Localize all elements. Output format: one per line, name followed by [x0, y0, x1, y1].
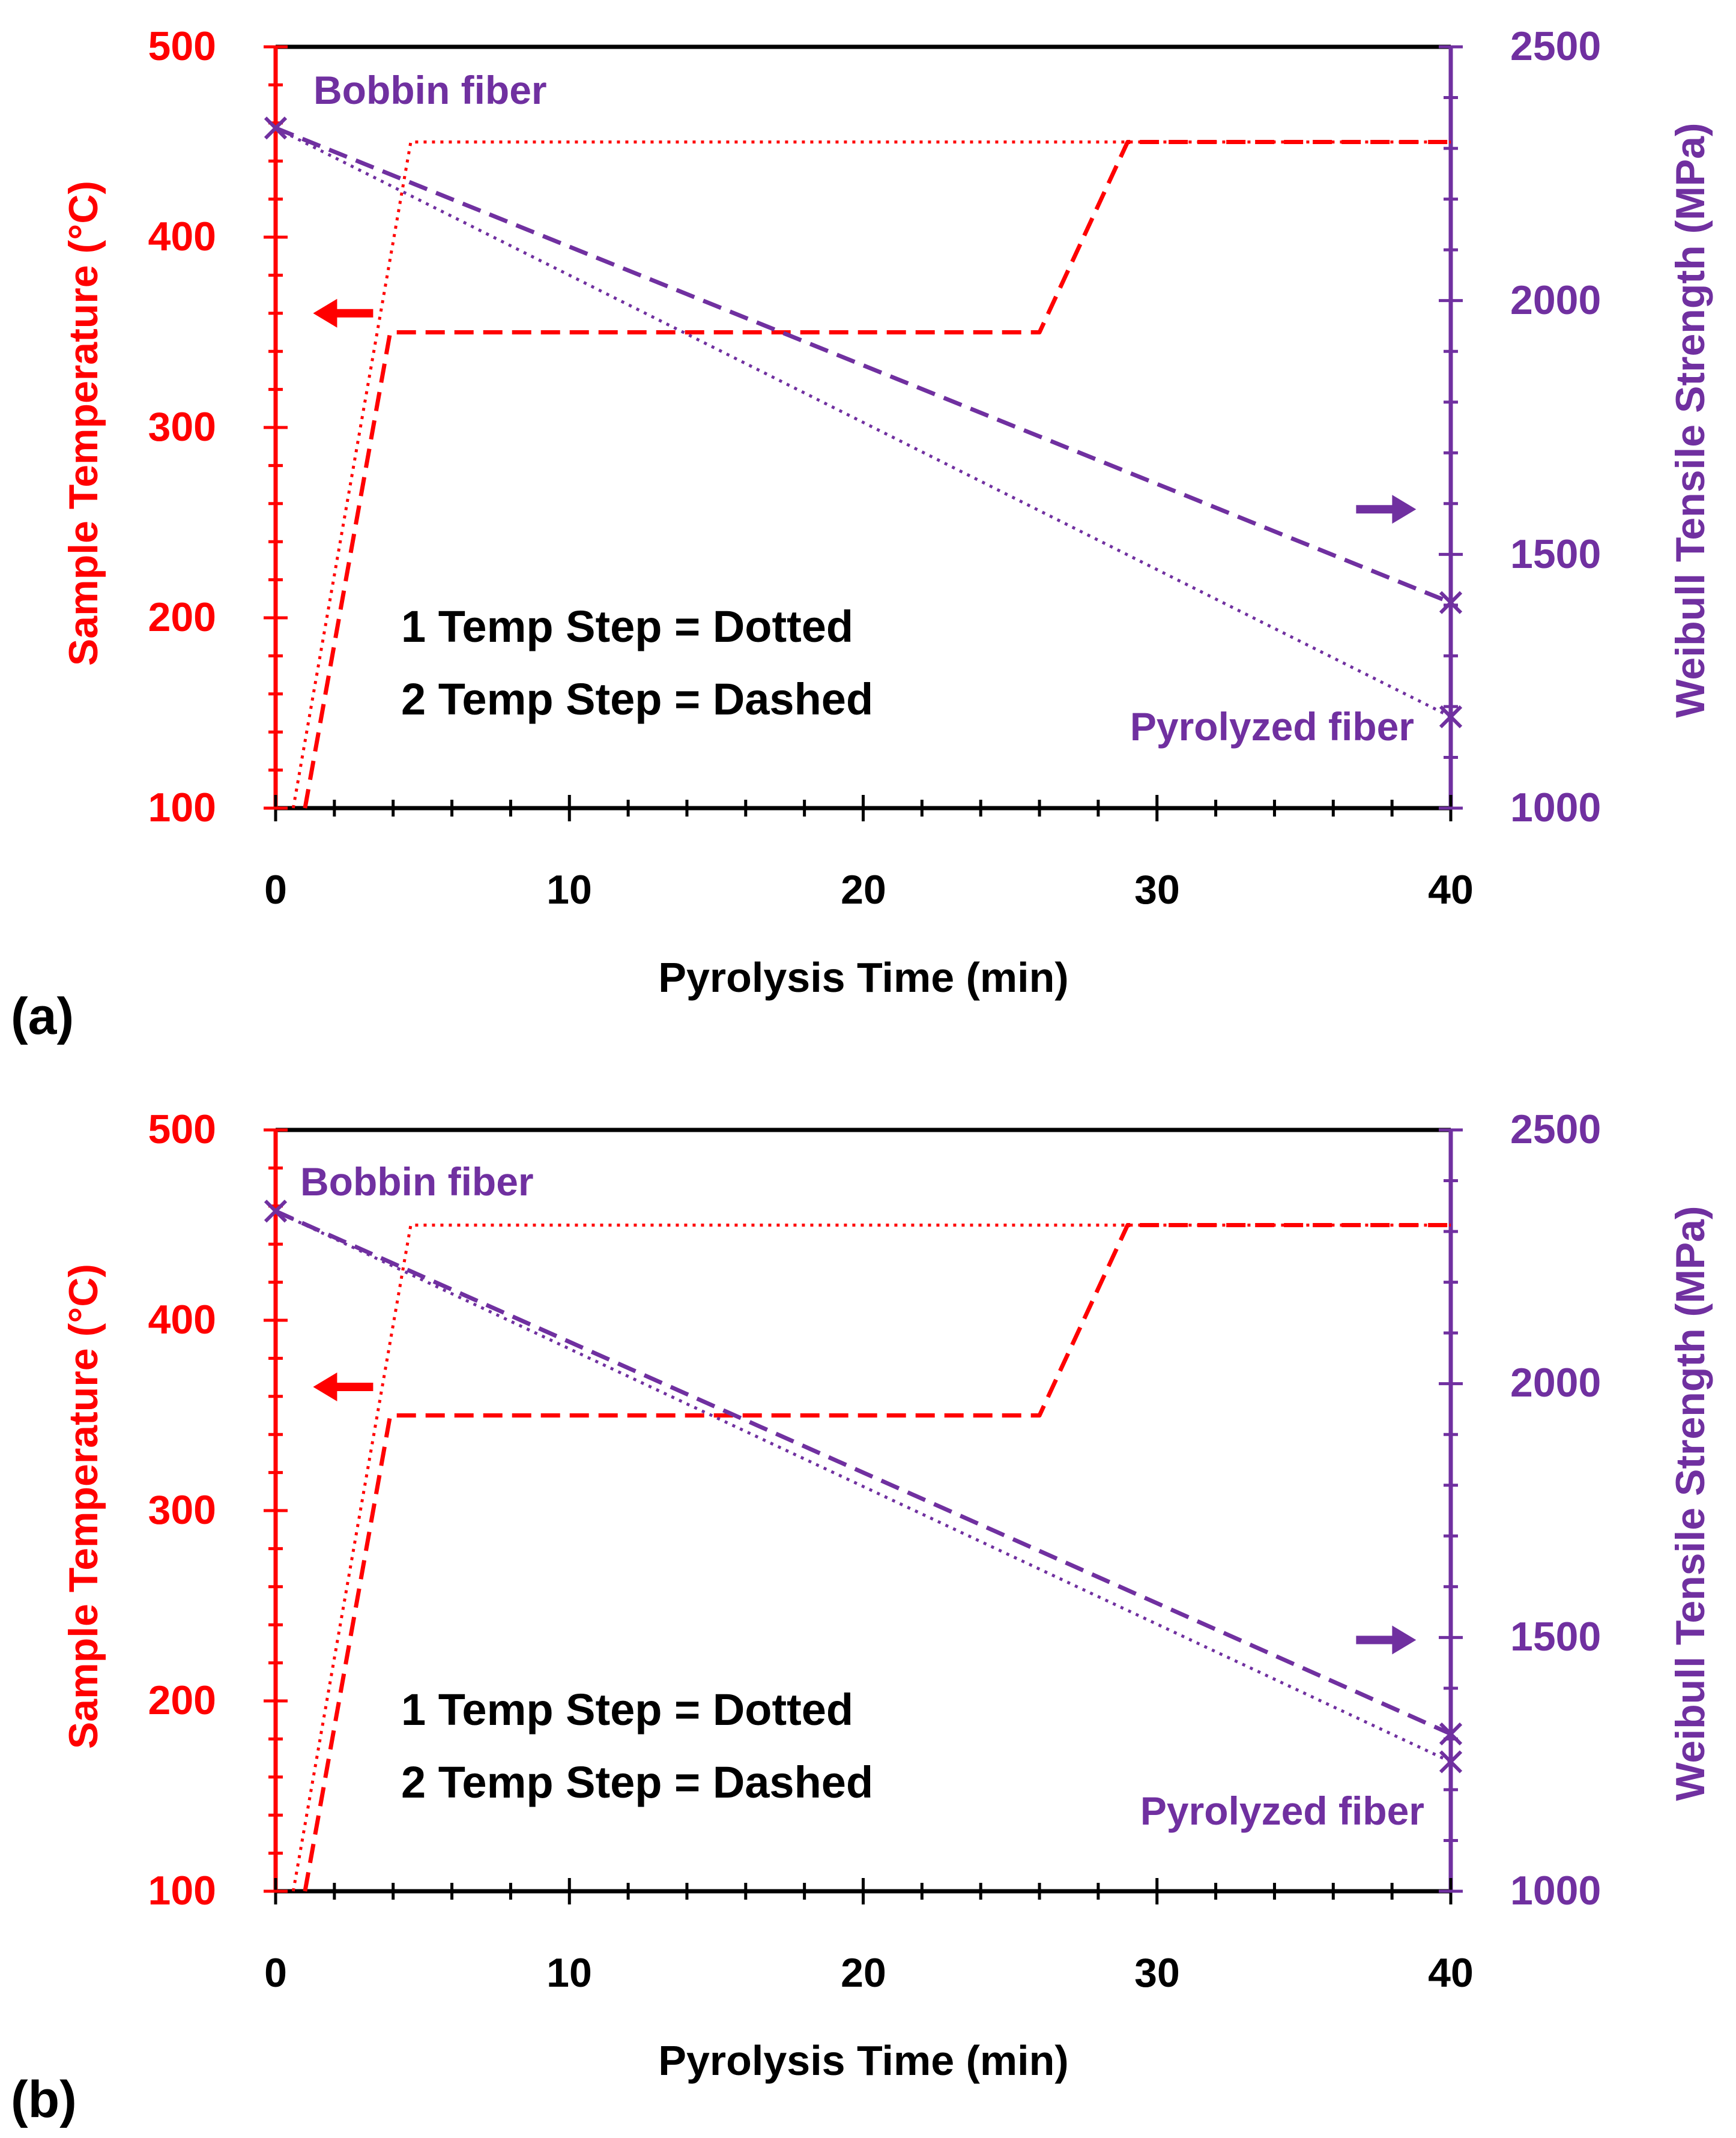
x-tick-label: 10: [546, 867, 592, 913]
x-tick-label: 20: [841, 867, 886, 913]
x-marker-stroke: [264, 116, 288, 140]
plot-layer: [264, 1128, 1463, 1904]
annotation-bobbin-fiber: Bobbin fiber: [300, 1159, 534, 1204]
y-left-tick-label: 200: [148, 1677, 216, 1723]
y-right-axis-title: Weibull Tensile Strength (MPa): [1668, 122, 1713, 717]
series-line-dashed-temperature: [303, 140, 1451, 809]
x-tick-label: 30: [1134, 1950, 1180, 1996]
x-axis-title: Pyrolysis Time (min): [658, 2037, 1068, 2084]
x-marker-stroke: [1439, 1750, 1463, 1774]
x-marker: [264, 1200, 288, 1223]
plot-layer: [264, 44, 1463, 821]
annotation-pyrolyzed-fiber: Pyrolyzed fiber: [1140, 1789, 1424, 1833]
y-left-tick-label: 400: [148, 214, 216, 259]
x-tick-label: 0: [264, 1950, 287, 1996]
y-left-tick-label: 200: [148, 594, 216, 640]
x-tick-label: 40: [1428, 1950, 1474, 1996]
series-line-dotted-strength: [274, 127, 1452, 719]
y-left-tick-label: 300: [148, 404, 216, 450]
annotation-bobbin-fiber: Bobbin fiber: [313, 68, 547, 112]
x-marker-stroke: [264, 1200, 288, 1223]
panel-label: (a): [11, 988, 74, 1045]
y-right-tick-label: 1000: [1510, 1868, 1601, 1913]
x-marker: [1439, 1722, 1463, 1746]
arrow-right-icon: [1392, 1625, 1417, 1655]
legend-dashed: 2 Temp Step = Dashed: [401, 674, 873, 724]
x-marker-stroke: [1439, 591, 1463, 614]
legend-dotted: 1 Temp Step = Dotted: [401, 1685, 853, 1735]
y-right-tick-label: 2000: [1510, 277, 1601, 323]
y-left-tick-label: 400: [148, 1297, 216, 1342]
y-left-tick-label: 100: [148, 785, 216, 830]
panel-a: 100 200 300 400 500 1000 1500 2000 2500 …: [11, 23, 1713, 1045]
x-marker: [264, 116, 288, 140]
x-marker-stroke: [1439, 1722, 1463, 1746]
arrow-left-icon: [313, 1372, 337, 1401]
x-marker: [1439, 705, 1463, 728]
arrow-left-icon: [313, 298, 337, 328]
y-right-tick-label: 2500: [1510, 23, 1601, 69]
legend-dotted: 1 Temp Step = Dotted: [401, 602, 853, 651]
x-marker: [1439, 591, 1463, 614]
y-left-tick-label: 100: [148, 1868, 216, 1913]
annotation-pyrolyzed-fiber: Pyrolyzed fiber: [1130, 704, 1414, 749]
x-tick-label: 30: [1134, 867, 1180, 913]
y-right-tick-label: 1500: [1510, 531, 1601, 577]
x-marker: [1439, 1750, 1463, 1774]
y-right-tick-label: 1000: [1510, 785, 1601, 830]
x-axis-title: Pyrolysis Time (min): [658, 954, 1068, 1001]
series-line-dotted-strength: [274, 1209, 1452, 1763]
y-left-axis-title: Sample Temperature (°C): [61, 1264, 106, 1749]
series-line-dashed-strength: [274, 1209, 1452, 1736]
arrow-right-icon: [1392, 495, 1417, 524]
legend-dashed: 2 Temp Step = Dashed: [401, 1757, 873, 1807]
panel-b: 100 200 300 400 500 1000 1500 2000 2500 …: [11, 1107, 1713, 2128]
x-tick-label: 40: [1428, 867, 1474, 913]
y-left-tick-label: 300: [148, 1487, 216, 1533]
x-marker-stroke: [1439, 705, 1463, 728]
x-tick-label: 0: [264, 867, 287, 913]
y-right-tick-label: 2500: [1510, 1107, 1601, 1152]
y-left-tick-label: 500: [148, 1107, 216, 1152]
y-right-axis-title: Weibull Tensile Strength (MPa): [1668, 1206, 1713, 1801]
series-line-dashed-temperature: [303, 1223, 1451, 1892]
y-right-tick-label: 2000: [1510, 1360, 1601, 1406]
y-left-tick-label: 500: [148, 23, 216, 69]
series-line-dashed-strength: [274, 126, 1452, 605]
x-tick-label: 10: [546, 1950, 592, 1996]
x-tick-label: 20: [841, 1950, 886, 1996]
panel-label: (b): [11, 2071, 77, 2128]
y-left-axis-title: Sample Temperature (°C): [61, 181, 106, 666]
y-right-tick-label: 1500: [1510, 1614, 1601, 1659]
